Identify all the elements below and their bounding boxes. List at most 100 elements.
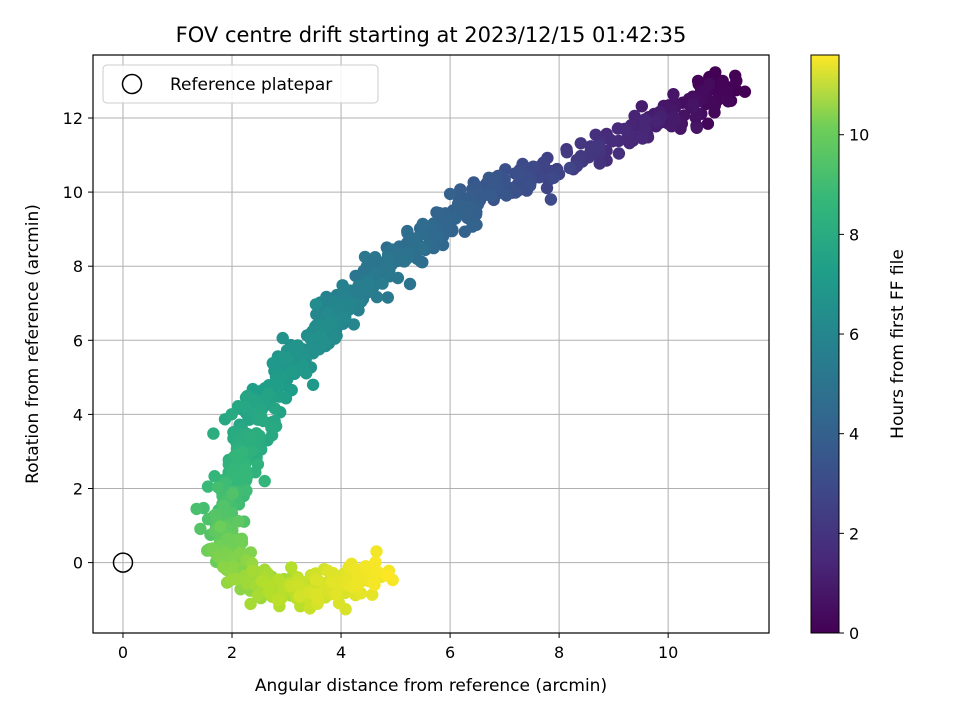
scatter-point — [544, 193, 558, 206]
scatter-point — [612, 147, 626, 160]
scatter-point — [368, 251, 382, 264]
y-tick-label: 0 — [73, 554, 83, 573]
scatter-point — [408, 232, 422, 245]
scatter-point — [416, 241, 429, 254]
scatter-point — [376, 277, 389, 290]
scatter-point — [257, 414, 270, 428]
plot-frame — [92, 54, 770, 634]
x-tick-label: 10 — [658, 643, 678, 662]
scatter-point — [466, 220, 479, 233]
y-axis-ticks: 0 2 4 6 8 10 12 — [63, 109, 93, 573]
scatter-point — [560, 146, 574, 159]
colorbar-tick-label: 4 — [849, 425, 859, 444]
colorbar-tick-label: 0 — [849, 624, 859, 643]
y-tick-label: 8 — [73, 257, 83, 276]
scatter-point — [403, 277, 417, 291]
scatter-point — [370, 290, 384, 304]
scatter-point — [484, 189, 498, 202]
scatter-point — [701, 117, 715, 130]
scatter-point — [650, 114, 663, 128]
scatter-point — [286, 365, 299, 378]
scatter-point — [512, 168, 526, 181]
scatter-point — [328, 332, 342, 345]
scatter-point — [214, 520, 227, 533]
scatter-point — [667, 88, 680, 101]
scatter-point — [344, 297, 357, 310]
scatter-point — [285, 561, 298, 574]
scatter-point — [526, 161, 539, 174]
legend-reference-marker — [121, 73, 143, 95]
scatter-point — [721, 85, 734, 99]
scatter-point — [440, 215, 454, 228]
chart-title: FOV centre drift starting at 2023/12/15 … — [176, 23, 687, 47]
scatter-point — [230, 471, 244, 484]
scatter-point — [324, 318, 337, 332]
scatter-point — [276, 331, 289, 345]
scatter-point — [241, 469, 254, 483]
scatter-point — [229, 448, 242, 461]
scatter-point — [370, 545, 383, 558]
scatter-point — [201, 480, 215, 493]
scatter-point — [431, 231, 444, 244]
scatter-point — [603, 132, 616, 146]
scatter-point — [366, 588, 379, 601]
scatter-point — [268, 402, 281, 415]
scatter-point — [232, 515, 245, 528]
scatter-point — [382, 253, 395, 266]
colorbar-label: Hours from first FF file — [888, 249, 908, 439]
scatter-point — [636, 132, 649, 145]
x-tick-label: 4 — [336, 643, 346, 662]
colorbar-tick-label: 6 — [849, 325, 859, 344]
scatter-point — [230, 572, 243, 586]
scatter-point — [361, 282, 374, 295]
scatter-point — [194, 522, 207, 536]
scatter-point — [293, 590, 306, 603]
y-tick-label: 12 — [63, 109, 83, 128]
scatter-point — [454, 183, 467, 196]
colorbar-tick-label: 10 — [849, 126, 869, 145]
scatter-point — [329, 588, 343, 601]
colorbar-ticks: 0 2 4 6 8 10 — [839, 126, 869, 643]
scatter-point — [207, 427, 220, 440]
scatter-point — [246, 564, 259, 578]
scatter-point — [638, 122, 652, 136]
scatter-point — [369, 555, 382, 569]
scatter-point — [244, 597, 257, 611]
scatter-point — [381, 291, 394, 304]
x-tick-label: 0 — [118, 643, 128, 662]
scatter-point — [272, 378, 285, 391]
scatter-point — [500, 189, 513, 202]
legend-entry-reference: Reference platepar — [170, 75, 332, 95]
scatter-point — [443, 187, 457, 201]
scatter-point — [358, 250, 372, 264]
scatter-point — [574, 137, 587, 150]
scatter-point — [266, 357, 279, 370]
y-axis-label: Rotation from reference (arcmin) — [23, 204, 43, 484]
plot-background — [93, 55, 769, 633]
scatter-point — [371, 565, 385, 579]
scatter-point — [251, 589, 265, 602]
legend-box — [102, 64, 379, 104]
y-tick-label: 6 — [73, 331, 83, 350]
y-tick-label: 4 — [73, 405, 83, 424]
scatter-point — [217, 499, 230, 512]
scatter-point — [359, 560, 372, 573]
scatter-point — [271, 593, 284, 607]
colorbar-gradient — [810, 54, 840, 634]
scatter-point — [350, 579, 364, 592]
scatter-point — [265, 429, 279, 442]
colorbar-tick-label: 2 — [849, 524, 859, 543]
scatter-point — [349, 269, 362, 283]
scatter-point — [241, 389, 254, 403]
scatter-point — [635, 100, 648, 113]
scatter-point — [235, 536, 249, 549]
scatter-point — [304, 332, 317, 345]
scatter-point — [300, 367, 313, 380]
y-tick-label: 2 — [73, 480, 83, 499]
scatter-point — [292, 579, 305, 592]
reference-marker-group — [112, 552, 134, 573]
scatter-point — [593, 157, 606, 170]
scatter-point — [258, 474, 271, 488]
y-tick-label: 10 — [63, 183, 83, 202]
scatter-point — [281, 352, 294, 365]
